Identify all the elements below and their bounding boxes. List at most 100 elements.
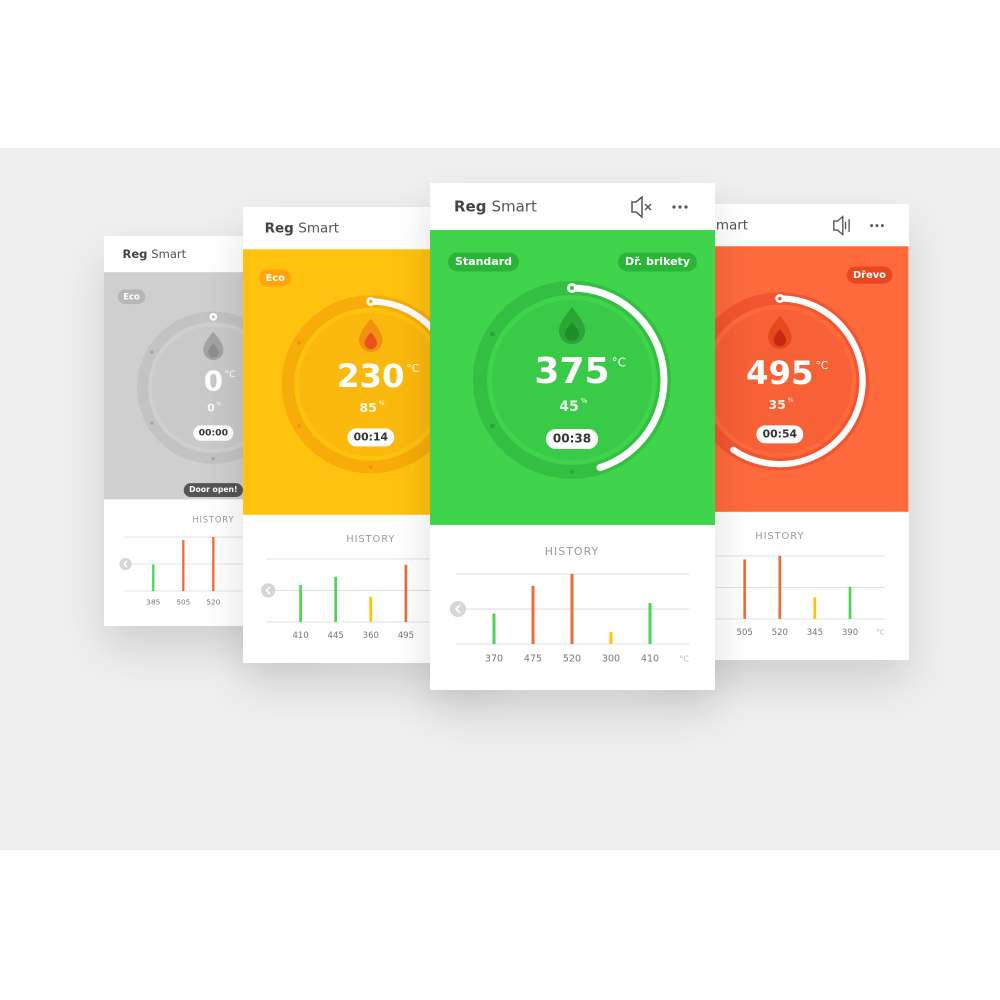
power-unit: % [788,397,794,404]
history-label: 495 [398,631,414,641]
flame-core [364,332,378,350]
history-title: HISTORY [192,515,234,525]
history-label: 410 [641,654,659,665]
temperature: 0 [204,364,223,397]
timer: 00:38 [553,432,591,446]
mode-badge: Eco [266,273,286,284]
ring-tick [150,350,154,354]
ring-disc [492,300,652,460]
history-bar [212,537,215,591]
fuel-badge-bg [618,252,697,272]
mode-badge: Eco [123,291,140,301]
history-bar [492,613,496,644]
flame-core [773,329,787,347]
timer: 00:00 [199,428,228,439]
scroll-left-chevron [265,586,271,595]
history-bar [152,564,155,591]
history-bar [778,555,782,619]
alert-badge-bg [183,483,243,498]
alert-badge: Door open! [189,485,237,494]
flame-core [565,322,579,341]
history-label: 410 [292,631,308,641]
temperature-unit: °C [612,356,626,370]
history-unit: °C [876,627,885,636]
brand-bold: Reg [265,221,294,237]
temperature-unit: °C [815,359,828,372]
ring-tick [297,423,302,428]
brand: Smart [298,221,339,237]
history-bar [369,596,373,622]
timer-bg [347,428,395,447]
fuel-badge: Dřevo [853,269,886,281]
history-title: HISTORY [346,534,395,545]
history-label: 505 [176,598,190,607]
history-label: 520 [772,628,788,638]
speaker-icon [833,215,844,237]
brand-bold: Reg [122,247,147,261]
brand: Smart [491,198,536,216]
menu-dot [678,205,682,209]
power: 0 [207,401,215,414]
timer-bg [756,425,804,444]
history-unit: °C [679,655,689,664]
arc-knob-dot [369,299,373,304]
ring-tick [490,331,495,337]
history-label: 445 [328,631,344,641]
menu-dot [684,205,688,209]
timer: 00:54 [763,427,797,440]
history-label: 520 [206,598,220,607]
sound-waves [844,219,850,232]
temperature: 375 [534,351,609,392]
history-label: 300 [602,654,620,665]
ring-disc [707,309,852,454]
arc-knob-dot [211,315,215,319]
timer-bg [193,425,234,441]
timer-bg [545,429,599,449]
history-label: 475 [524,654,542,665]
menu-dot [880,224,884,228]
history-bar [182,540,185,591]
arc-knob-dot [778,296,782,301]
mode-badge-bg [259,269,292,287]
timer: 00:14 [354,430,388,443]
history-bar [299,584,302,622]
history-bar [531,585,535,644]
power: 45 [559,399,578,415]
history-bar [743,559,747,619]
power-unit: % [379,400,385,407]
power: 35 [768,397,786,412]
menu-dot [875,224,879,228]
history-bar [570,574,574,644]
history-bar [648,603,652,644]
header [430,183,715,230]
history-label: 520 [563,654,581,665]
mode-badge-bg [117,289,146,305]
history-bar [609,632,613,644]
ring-tick [297,340,302,345]
scroll-left [119,557,132,571]
fuel-badge: Dř. brikety [625,255,690,268]
brand-bold: Reg [454,198,486,216]
history-bar [404,564,408,622]
flame-core [207,343,219,358]
mode-badge: Standard [455,255,512,268]
menu-dot [672,205,676,209]
fuel-badge-bg [846,266,893,284]
temperature: 495 [746,354,814,392]
history-label: 345 [807,628,823,638]
ring-disc [298,312,443,457]
temperature: 230 [337,357,405,395]
arc-knob-dot [570,286,574,290]
ring-tick [211,456,216,461]
history-label: 505 [737,628,753,638]
history-label: 360 [363,631,379,641]
scroll-left [450,601,466,617]
ring-tick [368,465,373,470]
temperature-arc [730,295,866,468]
brand: Smart [151,247,186,261]
history-title: HISTORY [545,545,600,558]
power-unit: % [216,401,221,407]
app-card: Reg Smart Standard Dř. brikety 375 °C 45% 00:38… [430,183,715,690]
temperature-arc [568,284,668,472]
